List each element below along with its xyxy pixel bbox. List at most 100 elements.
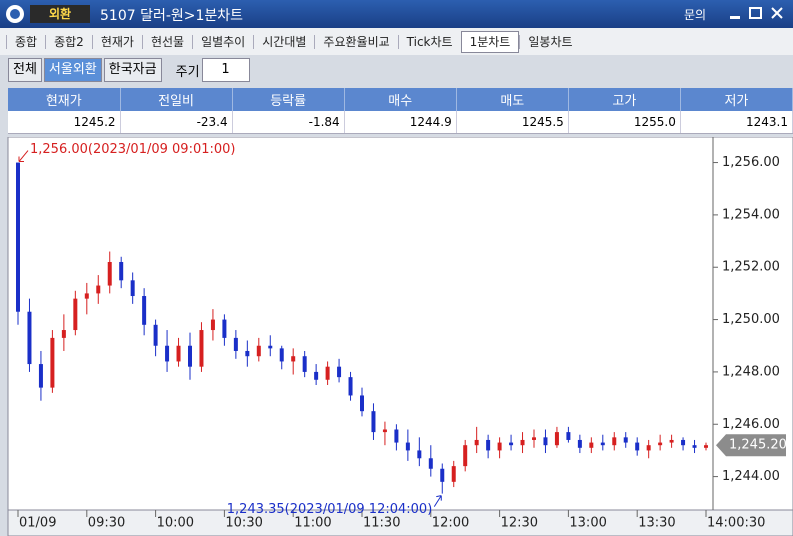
window-controls[interactable] [728,4,788,24]
x-axis-area [7,509,793,536]
high-arrow [18,150,29,163]
candle-body [371,411,376,433]
candle-body [348,377,353,396]
quote-value: -1.84 [232,111,345,134]
candle-body [84,293,89,299]
candle-body [38,364,43,388]
candle-body [119,262,124,281]
app-icon [6,5,24,23]
candle-body [107,262,112,286]
x-tick-label: 10:00 [157,516,194,531]
candle-body [199,330,204,367]
candle-body [245,350,250,357]
candle-body [440,468,445,482]
candle-body [325,366,330,380]
candle-body [635,442,640,451]
candle-body [554,432,559,446]
y-tick-label: 1,256.00 [722,155,780,170]
candle-body [130,280,135,297]
chart: 1,244.00 1,246.00 1,248.00 1,250.00 1,252.00… [7,137,793,536]
candle-body [704,445,708,448]
tab[interactable]: 시간대별 [253,34,314,49]
quote-value: 1245.5 [456,111,569,134]
filter-button[interactable]: 한국자금 [103,58,162,82]
y-tick-label: 1,252.00 [722,260,780,275]
menu[interactable]: 문의 [684,8,707,22]
tab[interactable]: 주요환율비교 [314,34,397,49]
y-tick-label: 1,246.00 [722,417,780,432]
period-input[interactable]: 1 [201,58,250,82]
candle-body [61,330,66,338]
candle-body [188,345,192,367]
candle-body [337,366,342,378]
x-tick-label: 11:00 [294,516,331,531]
tab[interactable]: 일봉차트 [519,34,580,49]
candle-body [16,162,20,312]
tab[interactable]: 현선물 [141,34,192,49]
candle-body [589,442,594,448]
quote-table: 현재가 전일비 등락률 매수 매도 고가 저가 1245.2 -23.4 -1.84 1244.9 1… [8,88,793,134]
x-tick-label: 10:30 [225,516,262,531]
candle-body [405,442,410,451]
candle-body [681,439,686,446]
column-header: 현재가 [8,88,121,111]
candle-body [176,345,181,362]
candle-body [210,319,215,331]
x-tick-label: 09:30 [88,516,125,531]
candle-body [543,437,548,446]
quote-value: 1244.9 [344,111,457,134]
tab[interactable]: 종합2 [45,34,92,49]
candle-body [256,345,261,357]
column-header: 매도 [456,88,569,111]
candle-body [73,298,78,331]
quote-value: 1255.0 [568,111,681,134]
plot-area [7,137,793,511]
column-header: 전일비 [120,88,233,111]
tab[interactable]: 종합 [6,34,45,49]
y-tick-label: 1,248.00 [722,364,780,379]
candle-body [302,356,307,372]
filter-bar: 전체 서울외환 한국자금 주기 1 [8,58,250,82]
column-header: 고가 [568,88,681,111]
candle-body [165,345,170,362]
y-tick-label: 1,250.00 [722,312,780,327]
tab-bar: 종합 종합2 현재가 현선물 일별추이 시간대별 주요환율비교 Tick차트 1분차트 일봉차트 [0,28,793,55]
candle-body [291,356,296,362]
x-tick-label: 12:30 [501,516,538,531]
tab[interactable]: Tick차트 [397,34,461,49]
filter-button[interactable]: 서울외환 [43,58,102,82]
y-tick-label: 1,254.00 [722,207,780,222]
column-header: 등락률 [232,88,345,111]
low-annotation: 1,243.35(2023/01/09 12:04:00) [227,502,432,517]
tab[interactable]: 1분차트 [460,30,520,53]
candle-body [382,429,387,433]
candle-body [360,395,364,412]
candle-body [279,348,284,362]
candle-body [577,439,582,448]
period-label: 주기 [175,64,200,80]
quote-value: 1243.1 [680,111,793,134]
tab[interactable]: 현재가 [91,34,142,49]
candle-body [486,439,491,451]
candle-body [646,445,651,451]
candle-body [612,437,617,446]
candle-body [600,442,605,446]
window-title: 5107 달러-원>1분차트 [100,8,244,24]
candle-body [233,337,238,351]
candle-body [268,345,273,349]
column-header: 저가 [680,88,793,111]
title-bar: 외환 5107 달러-원>1분차트 문의 [0,0,793,28]
y-tick-label: 1,244.00 [722,469,780,484]
x-tick-label: 13:30 [638,516,675,531]
candle-body [658,442,663,446]
candle-body [509,442,514,446]
high-annotation: 1,256.00(2023/01/09 09:01:00) [30,142,235,157]
candle-body [692,445,697,448]
candle-body [623,437,628,443]
tab[interactable]: 일별추이 [192,34,253,49]
low-arrow [433,495,442,507]
filter-button[interactable]: 전체 [8,58,42,82]
quote-value: 1245.2 [8,111,121,134]
badge: 외환 [30,5,90,23]
last-price-label: 1,245.20 [729,438,787,453]
